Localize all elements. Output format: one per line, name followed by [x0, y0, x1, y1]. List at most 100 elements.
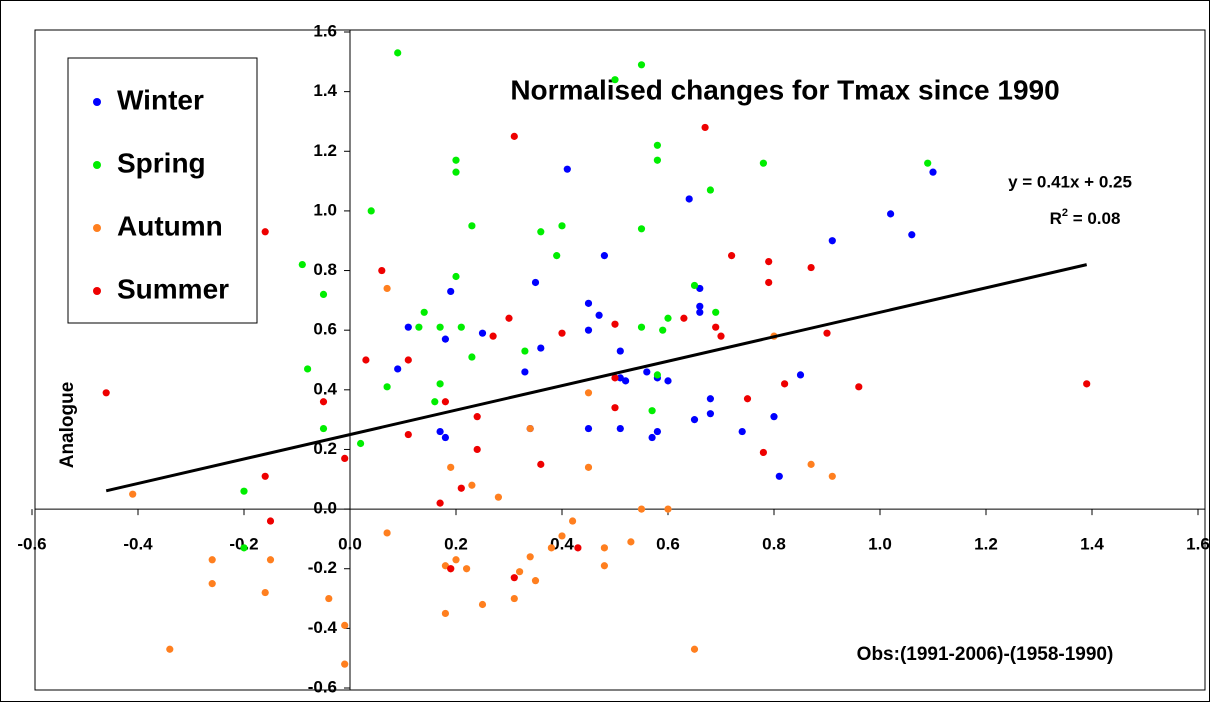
- point: [261, 228, 269, 236]
- point: [537, 228, 545, 236]
- point: [415, 323, 423, 331]
- point: [595, 311, 603, 319]
- point: [648, 433, 656, 442]
- point: [531, 577, 540, 585]
- x-tick-label: 0.0: [338, 535, 362, 554]
- point: [473, 445, 481, 454]
- point: [208, 580, 216, 588]
- point: [521, 368, 529, 376]
- point: [537, 344, 545, 352]
- point: [516, 568, 524, 576]
- point: [394, 365, 402, 373]
- point: [685, 195, 693, 203]
- point: [781, 380, 789, 388]
- point: [478, 329, 487, 337]
- point: [452, 168, 460, 176]
- r2-base: R: [1050, 209, 1062, 228]
- point: [468, 222, 476, 230]
- point: [452, 272, 460, 281]
- y-tick-label: 1.0: [313, 200, 337, 219]
- point: [690, 281, 699, 290]
- legend-label: Autumn: [117, 210, 223, 241]
- point: [929, 168, 937, 176]
- y-tick-label: 0.0: [313, 499, 337, 518]
- y-tick-label: 1.6: [313, 21, 337, 40]
- point: [404, 430, 412, 439]
- point: [908, 231, 916, 239]
- point: [452, 156, 460, 164]
- point: [616, 374, 624, 382]
- point: [521, 347, 529, 355]
- x-axis-label: Obs:(1991-2006)-(1958-1990): [857, 644, 1114, 665]
- point: [341, 621, 349, 629]
- point: [319, 398, 328, 406]
- y-axis-label: Analogue: [57, 382, 78, 469]
- point: [510, 594, 518, 603]
- legend-label: Spring: [117, 147, 206, 178]
- point: [680, 314, 688, 322]
- point: [584, 299, 593, 307]
- point: [463, 565, 471, 573]
- y-tick-label: 1.4: [313, 81, 337, 100]
- point: [622, 377, 630, 385]
- point: [341, 660, 349, 668]
- point: [436, 427, 444, 436]
- point: [526, 424, 534, 433]
- y-tick-label: -0.6: [308, 677, 337, 696]
- point: [436, 380, 444, 388]
- point: [208, 556, 216, 564]
- point: [775, 472, 783, 480]
- point: [441, 433, 449, 442]
- point: [600, 562, 609, 570]
- point: [770, 413, 778, 421]
- point: [357, 439, 365, 448]
- point: [765, 258, 773, 266]
- point: [637, 505, 646, 513]
- point: [452, 556, 460, 564]
- point: [383, 284, 391, 293]
- point: [510, 574, 518, 582]
- point: [553, 252, 561, 260]
- point: [240, 544, 248, 552]
- r2-sup: 2: [1062, 207, 1068, 219]
- y-tick-label: -0.4: [308, 618, 338, 637]
- point: [653, 371, 662, 379]
- point: [712, 323, 720, 331]
- point: [701, 123, 709, 132]
- point: [505, 314, 513, 322]
- point: [600, 252, 609, 260]
- point: [441, 398, 449, 406]
- legend-label: Summer: [117, 273, 229, 304]
- x-tick-label: 0.2: [444, 535, 468, 554]
- point: [404, 356, 412, 364]
- point: [441, 609, 449, 618]
- x-tick-label: -0.4: [123, 535, 153, 554]
- point: [637, 323, 646, 331]
- point: [759, 448, 768, 457]
- point: [510, 132, 518, 140]
- point: [298, 260, 306, 269]
- trendline: [105, 263, 1088, 493]
- point: [547, 544, 556, 552]
- point: [436, 323, 444, 331]
- point: [648, 407, 656, 415]
- point: [394, 49, 402, 57]
- point: [664, 314, 672, 322]
- point: [600, 544, 609, 552]
- point: [436, 499, 444, 507]
- y-tick-label: 1.2: [313, 141, 337, 160]
- point: [659, 326, 667, 334]
- r2-rest: = 0.08: [1068, 209, 1120, 228]
- point: [664, 505, 672, 513]
- y-tick-label: 0.2: [313, 439, 337, 458]
- point: [563, 165, 571, 173]
- point: [473, 413, 481, 421]
- point: [706, 395, 715, 403]
- point: [531, 278, 540, 287]
- point: [494, 493, 502, 501]
- legend-marker: [93, 224, 101, 232]
- x-tick-label: 1.6: [1186, 535, 1210, 554]
- point: [489, 332, 497, 340]
- point: [558, 329, 566, 337]
